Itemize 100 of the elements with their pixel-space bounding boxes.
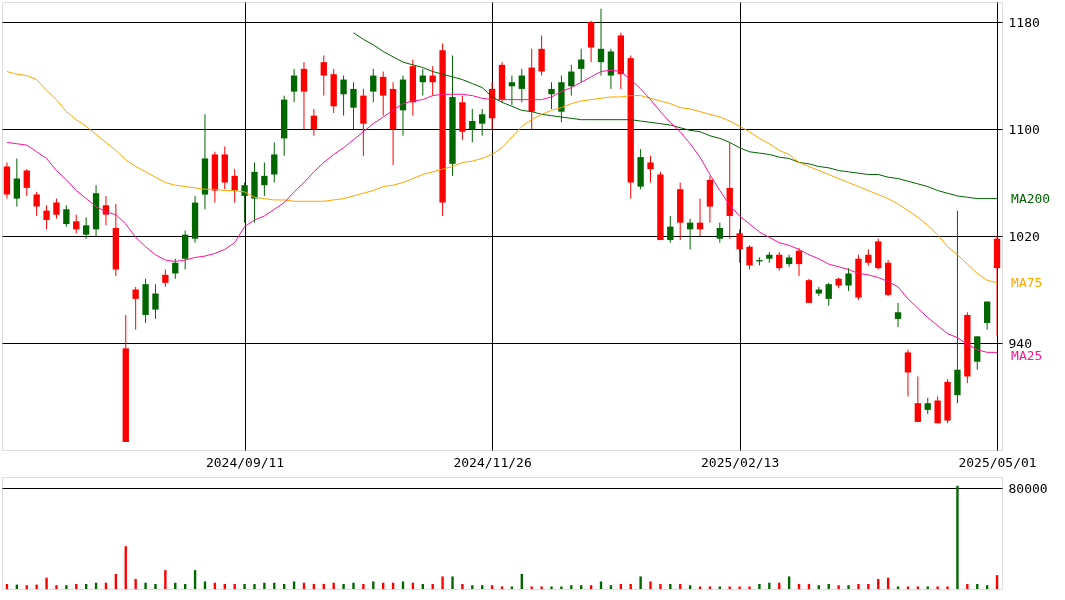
bar	[144, 582, 147, 589]
bar	[342, 583, 345, 589]
candlestick	[597, 8, 605, 77]
bar	[134, 578, 137, 589]
bar	[926, 586, 929, 589]
series-label: MA25	[1011, 348, 1043, 364]
bar	[441, 576, 444, 589]
bar	[45, 577, 48, 589]
bar	[352, 582, 355, 589]
candlestick	[518, 68, 525, 103]
bar	[560, 586, 563, 589]
bar	[164, 570, 167, 589]
bar	[916, 586, 920, 589]
bar	[847, 585, 850, 589]
candlestick	[132, 286, 139, 331]
candlestick	[508, 75, 516, 106]
candlestick	[934, 396, 941, 424]
bar	[550, 586, 553, 589]
candlestick	[310, 108, 318, 137]
bar	[956, 485, 959, 589]
bar	[362, 583, 365, 589]
series-label: MA75	[1011, 274, 1043, 290]
bar	[233, 583, 236, 589]
bar	[649, 581, 652, 589]
bar	[639, 576, 642, 589]
candlestick	[914, 375, 922, 423]
x-tick-label: 2024/11/26	[453, 454, 532, 470]
bar	[867, 583, 870, 589]
candlestick	[716, 222, 723, 244]
bar	[540, 586, 543, 589]
candlestick	[736, 228, 743, 264]
bar	[332, 582, 335, 589]
candlestick	[13, 157, 21, 208]
candlestick	[538, 34, 545, 77]
candlestick	[380, 71, 387, 117]
bar	[659, 583, 662, 589]
candlestick	[667, 215, 674, 244]
bar	[500, 586, 504, 589]
x-tick-label: 2025/05/01	[958, 454, 1037, 470]
y-tick-label: 80000	[1008, 480, 1048, 496]
candlestick	[578, 48, 585, 83]
candlestick	[261, 161, 268, 197]
candlestick	[479, 108, 486, 137]
candlestick	[73, 214, 80, 234]
bar	[698, 586, 702, 589]
x-tick-label: 2025/02/13	[700, 454, 780, 470]
candlestick	[370, 68, 377, 103]
candlestick	[241, 182, 248, 224]
bar	[510, 586, 514, 589]
bar	[738, 586, 741, 589]
bar	[154, 583, 157, 589]
bar	[55, 585, 58, 589]
bar	[966, 583, 969, 589]
y-tick-label: 940	[1008, 335, 1032, 351]
series-label: MA200	[1011, 190, 1051, 206]
bar	[708, 586, 712, 589]
candlestick	[904, 349, 912, 398]
bar	[728, 586, 731, 589]
bar	[896, 586, 900, 589]
candlestick	[350, 81, 357, 130]
candlestick	[82, 216, 90, 240]
line-series	[6, 71, 998, 284]
y-tick-label: 1020	[1008, 228, 1040, 244]
bar	[243, 583, 246, 589]
y-tick-label: 1100	[1008, 121, 1040, 137]
y-tick-label: 1180	[1008, 14, 1040, 30]
candlestick	[548, 81, 555, 110]
candlestick	[795, 247, 803, 277]
candlestick	[983, 301, 991, 331]
candlestick	[43, 204, 50, 230]
bar	[253, 583, 256, 589]
bar	[35, 584, 38, 589]
bar	[65, 585, 68, 589]
line-series	[352, 32, 998, 200]
bar	[263, 582, 266, 589]
candlestick	[152, 283, 159, 320]
candlestick	[290, 68, 298, 103]
bar	[669, 583, 672, 589]
bar	[530, 586, 533, 589]
candlestick	[845, 267, 852, 292]
candlestick	[746, 244, 753, 270]
bar	[857, 583, 860, 589]
candlestick	[647, 155, 654, 184]
candlestick	[776, 251, 783, 272]
candlestick	[894, 302, 902, 328]
candlestick	[300, 61, 308, 130]
bar	[936, 586, 939, 589]
bar	[946, 586, 949, 589]
line-series	[6, 69, 998, 353]
bar	[461, 583, 464, 589]
candlestick	[340, 75, 347, 117]
x-tick-label: 2024/09/11	[205, 454, 285, 470]
candlestick	[33, 191, 40, 217]
bar	[758, 583, 761, 589]
candlestick	[271, 141, 278, 184]
bar	[718, 586, 722, 589]
candlestick	[469, 108, 476, 143]
bar	[748, 586, 751, 589]
bar	[837, 585, 840, 589]
candlestick	[805, 278, 813, 304]
